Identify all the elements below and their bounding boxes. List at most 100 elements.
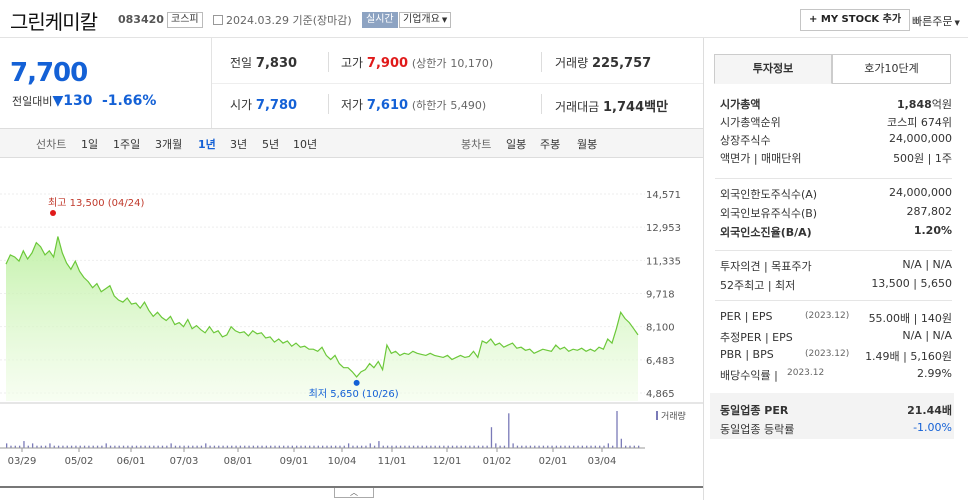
volume-bar	[339, 445, 341, 448]
volume-bar	[144, 445, 146, 448]
volume-bar	[114, 445, 116, 448]
y-tick-label: 12,953	[646, 223, 681, 234]
info-row: 동일업종 PER 21.44배	[720, 402, 952, 418]
volume-bar	[577, 445, 579, 448]
stock-name: 그린케미칼	[10, 10, 98, 34]
info-row: 시가총액 1,848억원	[720, 96, 952, 112]
volume-bar	[343, 445, 345, 448]
tab-daily[interactable]: 일봉	[506, 138, 527, 151]
volume-bar	[430, 445, 432, 448]
volume-bar	[590, 445, 592, 448]
tab-1y[interactable]: 1년	[198, 138, 216, 151]
volume-bar	[633, 445, 635, 448]
info-label: 동일업종 PER	[720, 404, 789, 417]
volume-bars	[6, 411, 640, 448]
volume-bar	[274, 445, 276, 448]
volume-bar	[347, 443, 350, 448]
info-value: -1.00%	[913, 421, 952, 434]
info-value: 24,000,000	[889, 186, 952, 199]
volume-bar	[512, 443, 514, 448]
volume-bar	[447, 445, 449, 448]
y-tick-label: 8,100	[646, 323, 675, 334]
stock-code: 083420	[118, 13, 164, 26]
volume-bar	[291, 445, 293, 448]
x-tick-label: 03/04	[588, 456, 617, 467]
volume-bar	[222, 445, 224, 448]
volume-bar	[408, 445, 410, 448]
tab-investment-info[interactable]: 투자정보	[714, 54, 832, 84]
open-price: 시가 7,780	[230, 96, 297, 113]
volume-bar	[231, 445, 233, 448]
tab-1d[interactable]: 1일	[81, 138, 99, 151]
date-text: 2024.03.29	[226, 14, 289, 27]
amt-unit: 백만	[644, 100, 669, 115]
tab-3m[interactable]: 3개월	[155, 138, 183, 151]
info-value: 1.49배 | 5,160원	[865, 350, 952, 363]
volume-bar	[62, 445, 64, 448]
info-row: 동일업종 등락률 -1.00%	[720, 421, 952, 437]
plus-icon: +	[809, 14, 818, 25]
info-label: 배당수익률 |	[720, 369, 778, 382]
lower-value: 5,490)	[450, 99, 487, 112]
volume-legend-label: 거래량	[661, 410, 686, 422]
company-overview-dropdown[interactable]: 기업개요 ▼	[399, 12, 452, 28]
volume-bar	[594, 445, 597, 448]
volume-bar	[399, 445, 402, 448]
section-divider	[715, 300, 952, 301]
collapse-chart-button[interactable]: ︿	[334, 488, 374, 498]
info-sub-label: (2023.12)	[805, 311, 850, 321]
tab-10y[interactable]: 10년	[293, 138, 318, 151]
my-stock-add-button[interactable]: + MY STOCK 추가	[800, 9, 911, 31]
volume-bar	[395, 445, 397, 448]
amt-label: 거래대금	[555, 100, 600, 114]
volume-bar	[473, 445, 475, 448]
volume-bar	[40, 445, 42, 448]
volume-bar	[6, 443, 8, 448]
volume-bar	[205, 443, 207, 448]
tab-weekly[interactable]: 주봉	[540, 138, 561, 151]
x-tick-label: 08/01	[224, 456, 253, 467]
change-rate: -1.66%	[102, 93, 157, 109]
upper-label: (상한가	[411, 57, 447, 70]
volume-bar	[131, 445, 133, 448]
tab-1w[interactable]: 1주일	[113, 138, 141, 151]
change-label: 전일대비	[12, 95, 53, 108]
info-row: PER | EPS (2023.12) 55.00배 | 140원	[720, 310, 952, 326]
market-cap-value: 1,848억원	[897, 96, 952, 112]
price-chart[interactable]: 14,571 12,953 11,335 9,718 8,100 6,483 4,865 0…	[0, 158, 703, 500]
info-row: 액면가 | 매매단위 500원 | 1주	[720, 150, 952, 166]
volume-bar	[122, 445, 125, 448]
x-tick-label: 05/02	[65, 456, 94, 467]
volume-bar	[330, 445, 332, 448]
info-label: 외국인보유주식수(B)	[720, 207, 818, 220]
realtime-button[interactable]: 실시간	[362, 12, 398, 28]
volume-bar	[477, 445, 480, 448]
tab-5y[interactable]: 5년	[262, 138, 280, 151]
info-sub-label: (2023.12)	[805, 349, 850, 359]
down-arrow-icon: ▼	[52, 93, 64, 109]
calendar-icon	[213, 15, 223, 25]
investment-info-panel: 투자정보 호가10단계	[703, 38, 968, 500]
volume-bar	[105, 443, 107, 448]
vol-label: 거래량	[555, 56, 589, 70]
info-value: 55.00배 | 140원	[868, 312, 952, 325]
x-tick-label: 03/29	[8, 456, 37, 467]
low-price: 저가 7,610 (하한가 5,490)	[341, 96, 486, 113]
quick-order-label: 빠른주문	[912, 15, 953, 28]
tab-monthly[interactable]: 월봉	[577, 138, 598, 151]
chevron-up-icon: ︿	[350, 488, 358, 497]
volume-bar	[192, 445, 194, 448]
volume-bar	[373, 445, 376, 448]
volume-bar	[516, 445, 519, 448]
volume-bar	[434, 445, 436, 448]
tab-3y[interactable]: 3년	[230, 138, 248, 151]
info-value: N/A | N/A	[902, 329, 952, 342]
tab-order-book[interactable]: 호가10단계	[832, 54, 951, 84]
info-row: 외국인한도주식수(A) 24,000,000	[720, 186, 952, 202]
volume-bar	[148, 445, 151, 448]
info-label: 추정PER | EPS	[720, 331, 793, 344]
quick-order-link[interactable]: 빠른주문 ▼	[912, 13, 960, 29]
volume-bar	[322, 445, 324, 448]
x-axis-ticks: 03/29 05/02 06/01 07/03 08/01 09/01 10/04 11/01…	[8, 448, 617, 467]
volume-bar	[49, 443, 51, 448]
